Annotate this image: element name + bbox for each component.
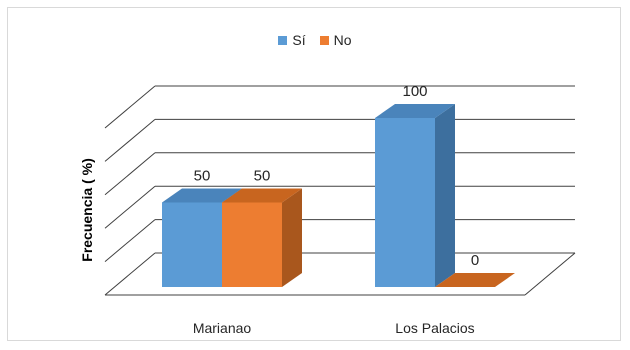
data-label-0-1: 50: [254, 168, 271, 185]
gridline-wall-100: [104, 85, 156, 129]
gridline-wall-60: [104, 152, 156, 196]
data-label-1-0: 100: [402, 83, 427, 100]
legend-swatch-si: [278, 35, 288, 45]
x-tick-label-0: Marianao: [193, 320, 252, 336]
grid: [104, 85, 576, 296]
data-label-0-0: 50: [194, 168, 211, 185]
legend-swatch-no: [319, 35, 329, 45]
bars: [162, 104, 515, 287]
bar-top-0-1: [222, 188, 302, 203]
x-tick-label-1: Los Palacios: [395, 320, 474, 336]
bar-front-1-0: [375, 118, 435, 287]
chart-frame: [7, 7, 621, 341]
legend-item-no: No: [319, 32, 352, 48]
legend: Sí No: [0, 32, 630, 48]
gridline-wall-40: [104, 185, 156, 229]
bar-top-1-0: [375, 104, 455, 118]
bar-top-0-0: [162, 188, 242, 203]
legend-label-no: No: [333, 32, 352, 48]
labels: 50 50 Marianao 100 0 Los Palacios: [193, 83, 479, 336]
bar-side-0-1: [282, 188, 302, 287]
bar-side-1-0: [435, 104, 455, 287]
data-label-1-1: 0: [471, 252, 479, 269]
y-axis-label: Frecuencia ( %): [79, 158, 95, 261]
legend-label-si: Sí: [292, 32, 306, 48]
bar-top-1-1: [435, 273, 515, 287]
gridline-wall-0: [104, 252, 156, 296]
bar-front-0-1: [222, 202, 282, 287]
gridline-wall-20: [104, 219, 156, 262]
gridline-wall-80: [104, 119, 156, 162]
bar-front-0-0: [162, 202, 222, 287]
legend-item-si: Sí: [278, 32, 306, 48]
floor-right-edge: [524, 252, 576, 296]
